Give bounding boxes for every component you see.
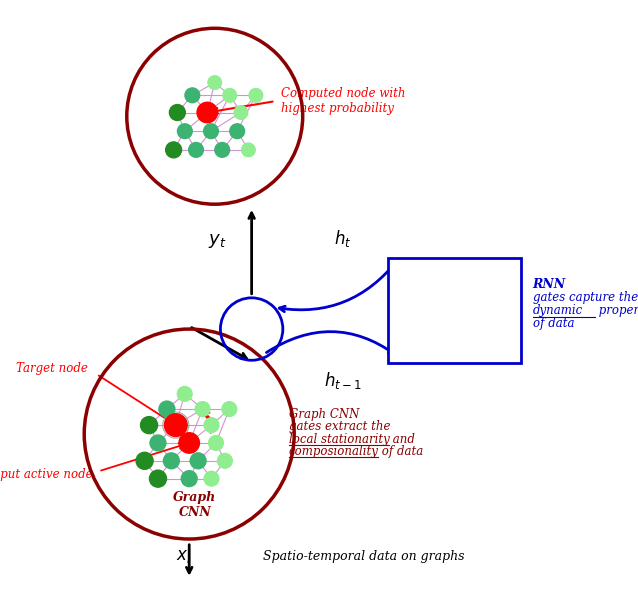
Circle shape: [177, 124, 192, 139]
Text: $y_t$: $y_t$: [209, 232, 226, 250]
Text: Graph
CNN: Graph CNN: [174, 491, 216, 519]
Circle shape: [185, 88, 200, 103]
Text: $x_l$: $x_l$: [176, 548, 191, 565]
Circle shape: [230, 124, 244, 139]
Circle shape: [222, 402, 237, 417]
Circle shape: [249, 88, 263, 102]
Text: Memory: Memory: [426, 320, 484, 335]
Circle shape: [189, 143, 204, 158]
Text: gates capture the: gates capture the: [533, 291, 638, 304]
Circle shape: [190, 453, 206, 468]
Circle shape: [181, 471, 197, 487]
Circle shape: [209, 435, 223, 450]
Circle shape: [234, 106, 248, 119]
Circle shape: [163, 453, 179, 468]
Circle shape: [140, 417, 158, 434]
Circle shape: [165, 414, 187, 437]
Text: $h_t$: $h_t$: [334, 228, 351, 249]
Text: property: property: [595, 304, 638, 317]
Text: Target node: Target node: [16, 362, 88, 375]
Circle shape: [204, 418, 219, 432]
Circle shape: [204, 124, 218, 139]
Circle shape: [204, 471, 219, 486]
Circle shape: [208, 76, 221, 90]
Circle shape: [223, 88, 237, 102]
Text: RNN: RNN: [434, 292, 475, 306]
Circle shape: [177, 386, 192, 401]
Text: gates extract the: gates extract the: [288, 420, 390, 433]
Text: Spatio-temporal data on graphs: Spatio-temporal data on graphs: [263, 549, 464, 562]
Text: composionality: composionality: [288, 445, 378, 458]
Circle shape: [170, 104, 185, 120]
Circle shape: [215, 143, 230, 158]
Text: Graph CNN: Graph CNN: [288, 408, 359, 421]
Circle shape: [197, 102, 218, 123]
Circle shape: [195, 402, 210, 417]
Circle shape: [242, 143, 255, 157]
Text: RNN: RNN: [533, 278, 566, 291]
Circle shape: [136, 453, 153, 469]
Text: of data: of data: [378, 445, 424, 458]
Circle shape: [150, 435, 166, 451]
Text: local stationarity: local stationarity: [288, 432, 389, 445]
Text: Input active node: Input active node: [0, 468, 93, 481]
Text: of data: of data: [533, 317, 574, 330]
Text: dynamic: dynamic: [533, 304, 582, 317]
FancyBboxPatch shape: [388, 258, 521, 363]
Text: and: and: [389, 432, 415, 445]
Circle shape: [149, 470, 167, 487]
Circle shape: [159, 401, 175, 417]
Circle shape: [218, 454, 232, 468]
Circle shape: [179, 432, 200, 453]
Text: Computed node with
highest probability: Computed node with highest probability: [281, 87, 406, 115]
Text: $h_{t-1}$: $h_{t-1}$: [323, 369, 361, 391]
Circle shape: [166, 142, 182, 158]
